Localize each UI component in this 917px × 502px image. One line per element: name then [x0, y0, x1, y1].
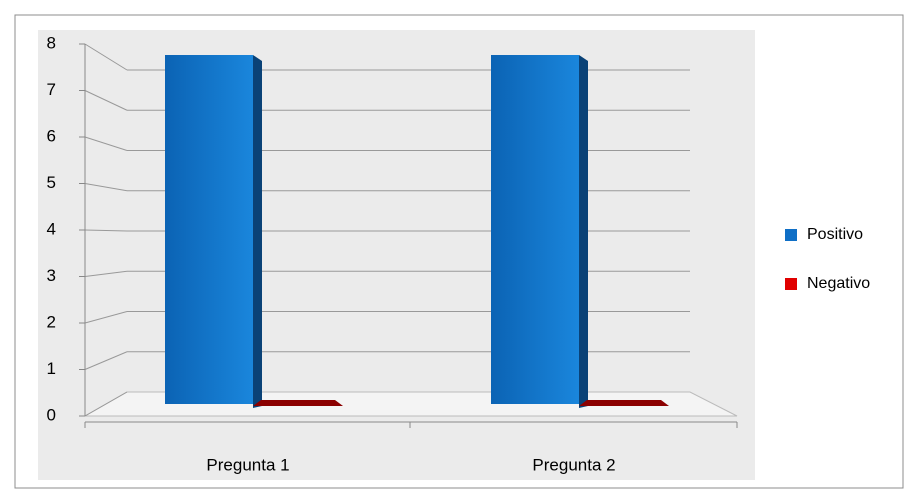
x-tick-label: Pregunta 1 [206, 455, 289, 474]
x-tick-label: Pregunta 2 [532, 455, 615, 474]
y-tick-label: 0 [47, 405, 56, 424]
y-tick-label: 2 [47, 312, 56, 331]
grid-line [84, 351, 128, 370]
y-tick-label: 8 [47, 33, 56, 52]
grid-line [84, 311, 128, 324]
bar-side [253, 55, 262, 408]
y-tick-label: 6 [47, 126, 56, 145]
legend-label: Positivo [807, 226, 863, 243]
grid-line [84, 229, 128, 232]
y-tick-label: 5 [47, 173, 56, 192]
bar-side [579, 55, 588, 408]
bar-slab [253, 400, 343, 406]
legend-swatch [785, 229, 797, 241]
y-tick-label: 3 [47, 266, 56, 285]
bar-face [491, 55, 579, 404]
bar-slab [579, 400, 669, 406]
bar-face [165, 55, 253, 404]
grid-line [84, 90, 128, 111]
bar [253, 400, 343, 406]
legend-label: Negativo [807, 275, 870, 292]
y-tick-label: 4 [47, 219, 56, 238]
bar [579, 400, 669, 406]
bar [491, 55, 588, 408]
y-tick-label: 7 [47, 80, 56, 99]
grid-line [84, 270, 128, 277]
bar [165, 55, 262, 408]
grid-line [84, 183, 128, 192]
grid-line [84, 43, 128, 71]
grid-line [84, 391, 128, 417]
y-tick-label: 1 [47, 359, 56, 378]
legend: Positivo Negativo [785, 226, 870, 292]
grid-line [84, 136, 128, 151]
legend-swatch [785, 278, 797, 290]
